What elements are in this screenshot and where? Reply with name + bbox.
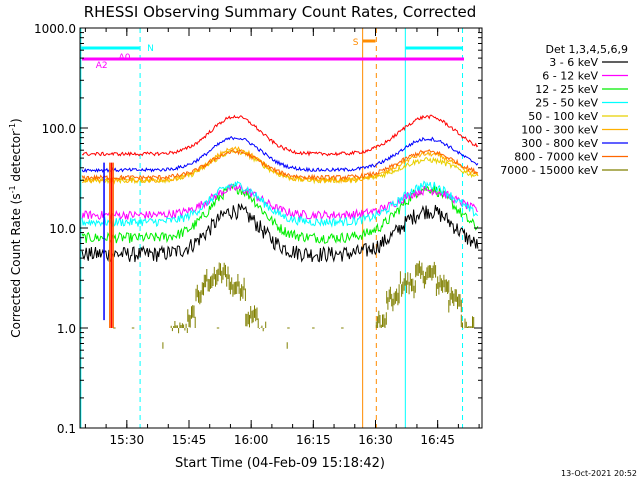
- series-line-3: [81, 180, 479, 228]
- y-axis-label-part2: detector: [9, 131, 23, 186]
- y-tick-label: 100.0: [42, 122, 76, 136]
- legend-label: 100 - 300 keV: [521, 124, 598, 137]
- x-axis-label: Start Time (04-Feb-09 15:18:42): [175, 456, 385, 471]
- legend-label: 7000 - 15000 keV: [500, 164, 598, 177]
- attenuator-label-2: A0: [119, 53, 131, 63]
- x-tick-label: 16:30: [358, 433, 393, 447]
- legend-label: 3 - 6 keV: [549, 56, 598, 69]
- series-line-7: [81, 149, 479, 182]
- y-axis-label-part1: Corrected Count Rate (s: [9, 193, 23, 337]
- series-line-5: [82, 146, 479, 185]
- x-axis: 15:30 15:45 16:00 16:15 16:30 16:45: [84, 28, 480, 447]
- series-line-top-red: [82, 114, 479, 157]
- series-line-0: [81, 202, 479, 264]
- y-tick-label: 0.1: [57, 422, 76, 436]
- series-line-8: [113, 260, 475, 349]
- y-axis-label-sup2: -1: [8, 123, 17, 131]
- y-tick-label: 1.0: [57, 322, 76, 336]
- legend-title: Det 1,3,4,5,6,9: [545, 43, 628, 56]
- x-tick-label: 16:45: [420, 433, 455, 447]
- x-tick-label: 16:00: [234, 433, 269, 447]
- y-axis: 0.1 1.0 10.0 100.0 1000.0: [34, 22, 482, 436]
- series-line-2: [81, 183, 479, 244]
- y-axis-label: Corrected Count Rate (s-1 detector-1): [8, 118, 23, 337]
- legend-label: 50 - 100 keV: [528, 110, 598, 123]
- x-tick-label: 16:15: [296, 433, 331, 447]
- y-tick-label: 1000.0: [34, 22, 76, 36]
- x-tick-label: 15:45: [172, 433, 207, 447]
- saa-label: S: [353, 38, 359, 48]
- night-label: N: [147, 44, 154, 54]
- attenuator-label: A2: [96, 61, 108, 71]
- legend-label: 800 - 7000 keV: [514, 151, 598, 164]
- y-axis-label-part3: ): [9, 118, 23, 123]
- series-line-6: [81, 136, 479, 174]
- legend-label: 300 - 800 keV: [521, 137, 598, 150]
- series-line-1: [81, 183, 479, 222]
- legend-label: 25 - 50 keV: [535, 97, 598, 110]
- plot-area: N S A2 A0: [80, 28, 479, 428]
- legend-label: 6 - 12 keV: [542, 70, 598, 83]
- legend-label: 12 - 25 keV: [535, 83, 598, 96]
- y-axis-label-sup1: -1: [8, 185, 17, 193]
- date-stamp: 13-Oct-2021 20:52: [561, 469, 637, 478]
- chart-title: RHESSI Observing Summary Count Rates, Co…: [84, 3, 477, 21]
- y-tick-label: 10.0: [49, 222, 76, 236]
- x-tick-label: 15:30: [110, 433, 145, 447]
